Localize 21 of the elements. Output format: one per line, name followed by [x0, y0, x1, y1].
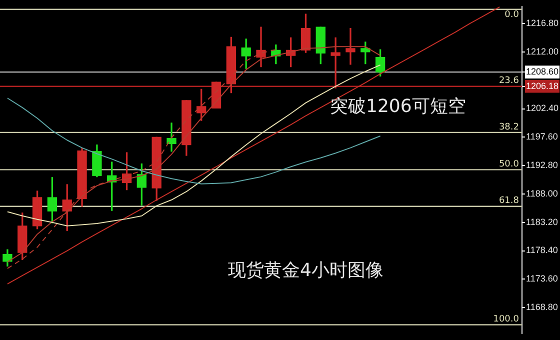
y-tick-label: 1168.80 — [526, 302, 558, 312]
annotation: 23.6 — [498, 76, 520, 86]
annotation: 50.0 — [498, 160, 520, 170]
candlestick — [330, 37, 340, 88]
y-tick-label: 1173.60 — [526, 274, 558, 284]
y-tick-label: 1212.00 — [526, 46, 559, 56]
y-tick-label: 1208.60 — [526, 66, 559, 77]
y-tick-label: 1183.20 — [526, 216, 558, 227]
y-tick-label: 1202.40 — [526, 103, 559, 114]
annotation: 100.0 — [493, 314, 520, 325]
y-tick-label: 1197.60 — [526, 132, 558, 142]
annotation: 现货黄金4小时图像 — [228, 260, 384, 281]
annotation: 61.8 — [498, 196, 520, 206]
annotation: 38.2 — [498, 122, 519, 132]
y-tick-label: 1192.80 — [526, 160, 558, 170]
y-tick-label: 1206.18 — [526, 80, 559, 91]
y-tick-label: 1178.40 — [526, 245, 558, 256]
y-tick-label: 1188.00 — [526, 188, 558, 198]
annotation: 0.0 — [504, 10, 520, 20]
y-tick-label: 1216.80 — [526, 18, 559, 28]
annotation: 突破1206可短空 — [330, 96, 466, 117]
